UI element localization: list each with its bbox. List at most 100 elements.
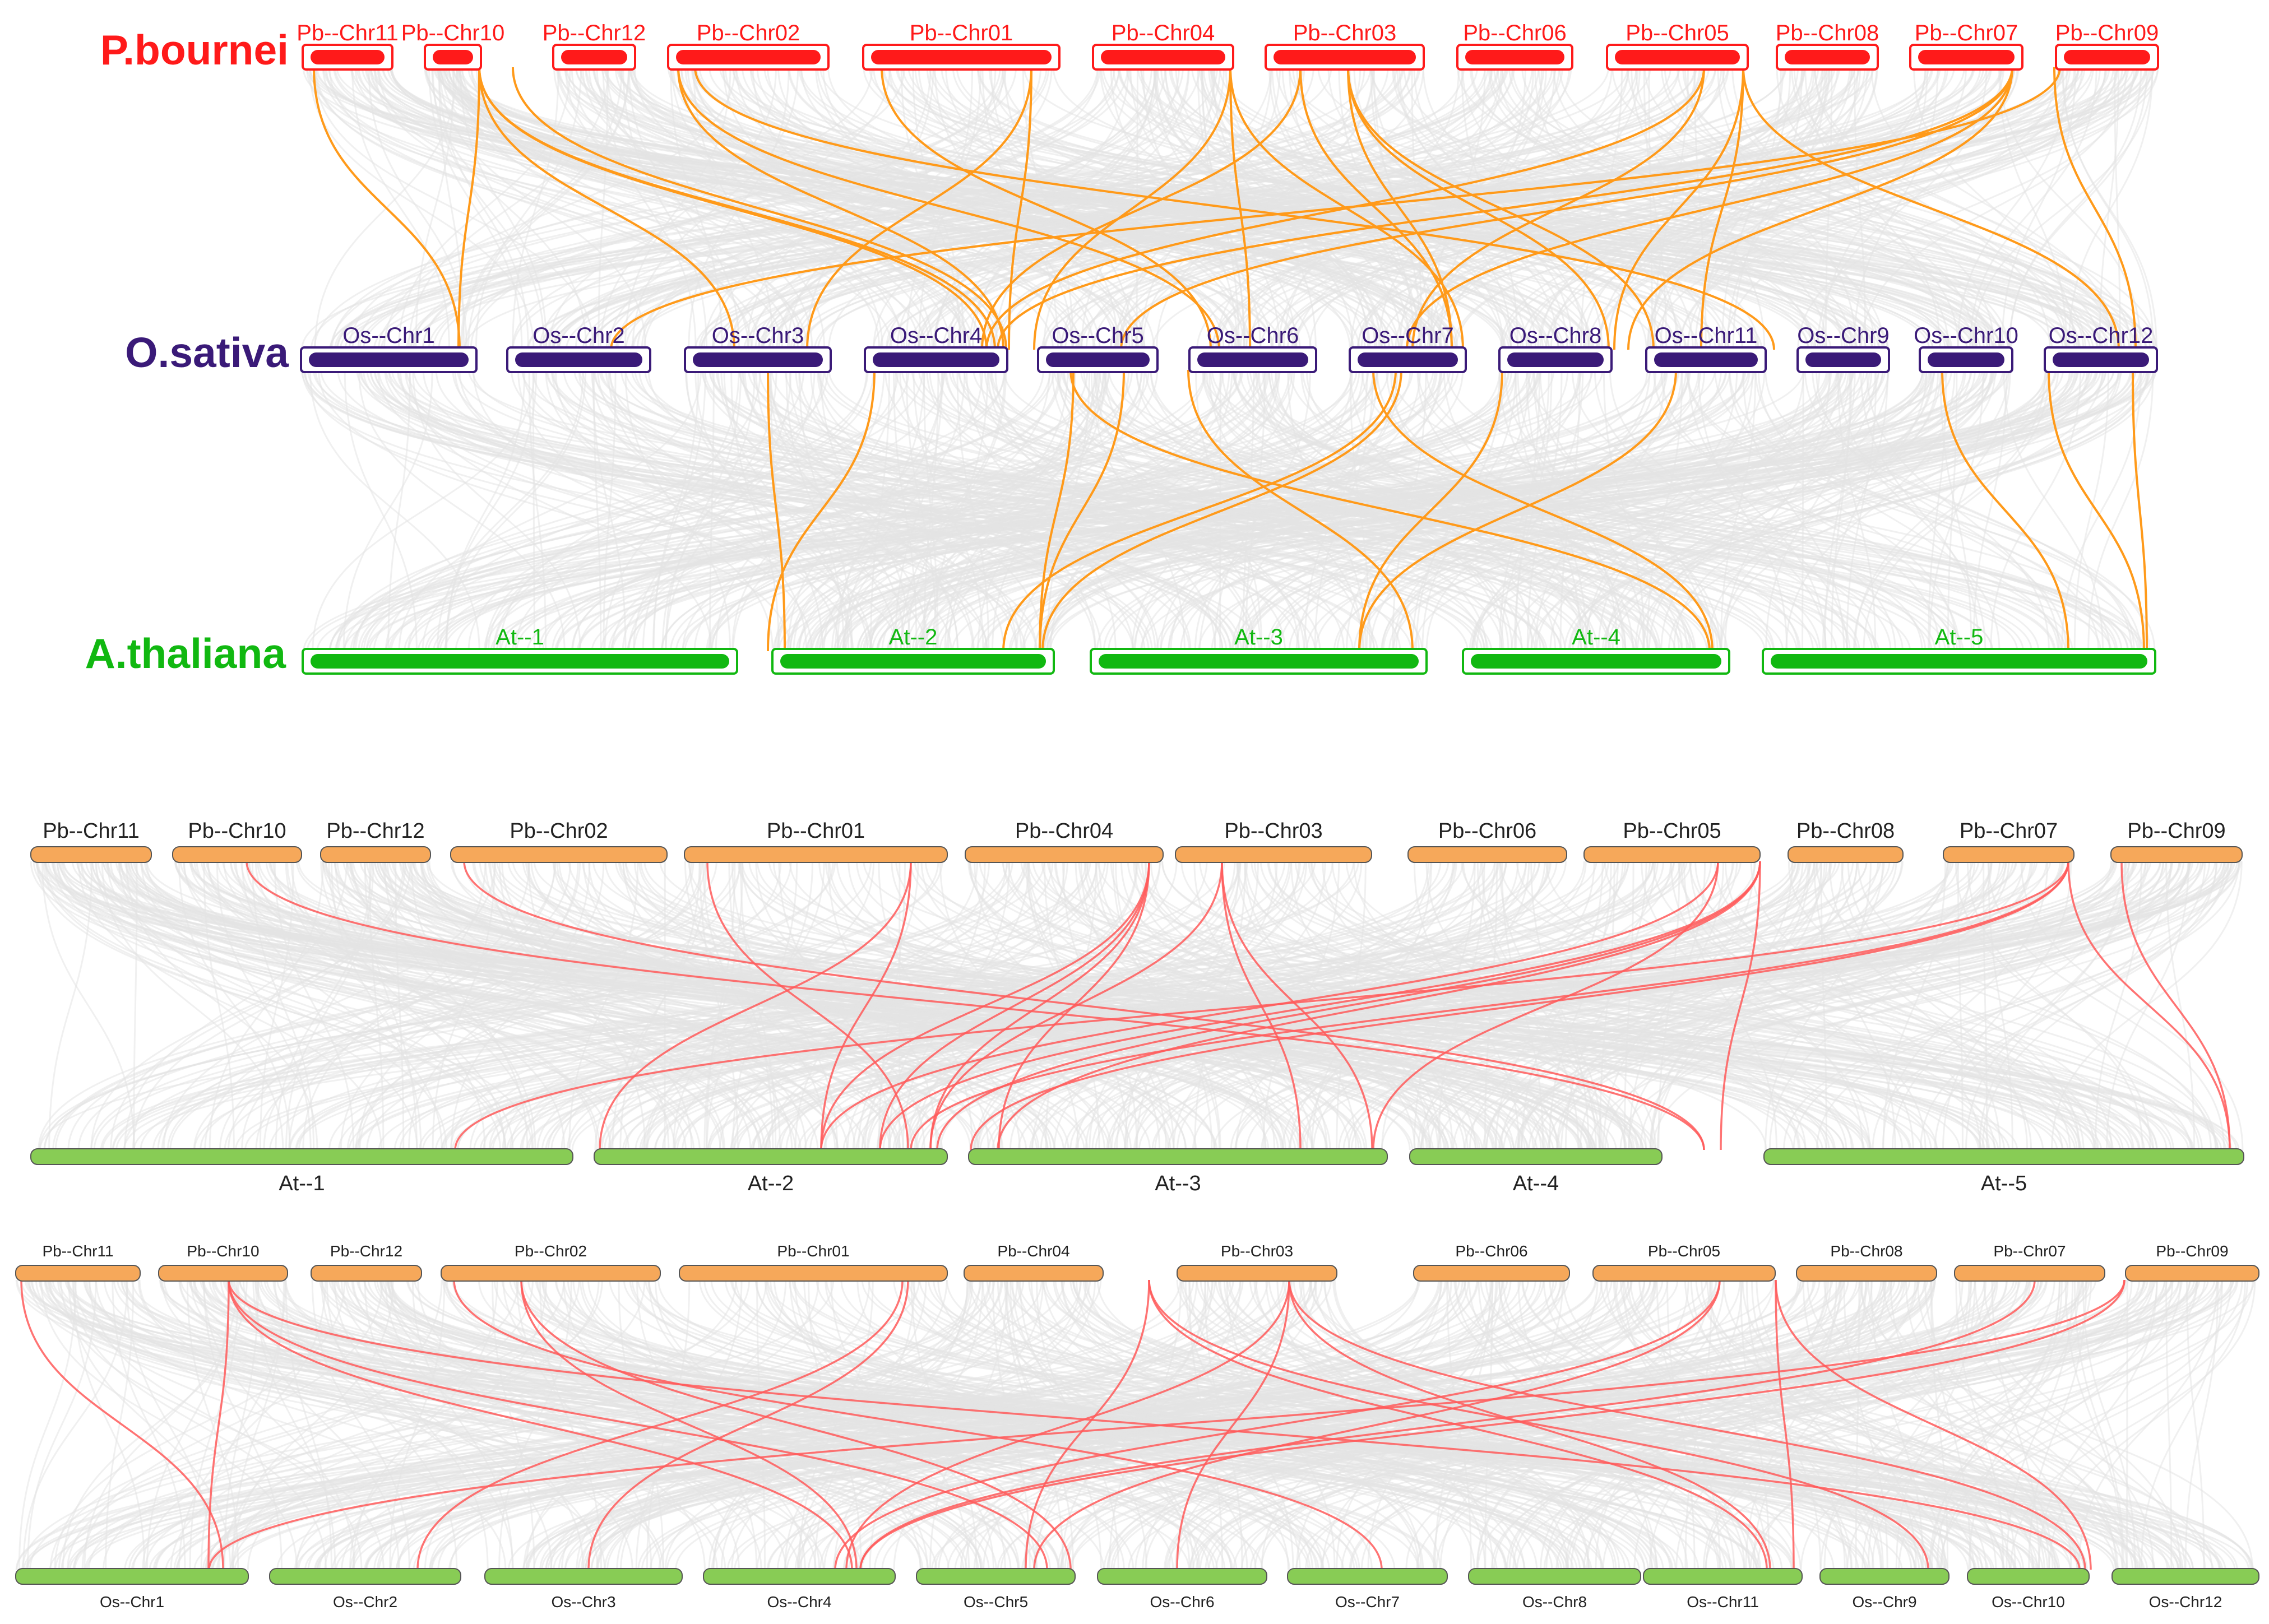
bg-link-pb-at — [222, 861, 1845, 1150]
bg-link-pb-at — [246, 861, 766, 1150]
bg-link-pb-os — [312, 67, 2067, 350]
bg-link-os-at — [490, 369, 2098, 652]
pb-chromosome: Pb--Chr01 — [862, 21, 1061, 71]
orange-link-os-at — [1002, 369, 1397, 652]
bg-link-pb-os-panel3 — [2186, 1279, 2205, 1570]
pb-chromosome-bar — [1918, 50, 2015, 64]
pb-chromosome: Pb--Chr08 — [1776, 21, 1879, 71]
at-panel2-chromosome-label: At--2 — [748, 1172, 794, 1195]
pb-chromosome-bar — [1465, 50, 1564, 64]
bg-link-pb-at — [594, 861, 875, 1150]
pb-chromosome-bar — [1785, 50, 1870, 64]
bg-link-os-at — [958, 369, 1595, 652]
bg-link-os-at — [445, 369, 538, 652]
bg-link-pb-os-panel3 — [992, 1279, 1031, 1570]
os-panel3-chromosome: Os--Chr10 — [1967, 1568, 2090, 1611]
bg-link-os-at — [377, 369, 873, 652]
bg-link-pb-os — [1793, 67, 2132, 350]
red-link-pb-os-panel3 — [859, 1279, 2126, 1570]
red-link-pb-at — [246, 861, 1705, 1150]
bg-link-pb-os — [1726, 67, 1828, 350]
bg-link-pb-os — [979, 67, 1965, 350]
os-chromosome-bar — [2053, 352, 2149, 367]
bg-link-pb-os-panel3 — [23, 1279, 1845, 1570]
pb-chromosome-label: Pb--Chr04 — [1112, 21, 1215, 45]
bg-link-pb-os-panel3 — [1517, 1279, 1653, 1570]
pb-panel2-chromosome-bar — [30, 846, 152, 863]
bg-link-pb-os-panel3 — [29, 1279, 920, 1570]
bg-link-pb-os-panel3 — [756, 1279, 766, 1570]
at-panel2-chromosome: At--4 — [1409, 1148, 1663, 1195]
at-chromosome: At--5 — [1762, 625, 2156, 675]
pb-panel3-chromosome-bar — [964, 1265, 1104, 1282]
bg-link-pb-os-panel3 — [1627, 1279, 1987, 1570]
orange-link-pb-os — [1347, 67, 1610, 350]
species-title-a-thaliana: A.thaliana — [85, 630, 287, 677]
bg-link-pb-os — [415, 67, 455, 350]
red-link-pb-os-panel3 — [207, 1279, 230, 1570]
pb-chromosome: Pb--Chr12 — [543, 21, 646, 71]
bg-link-pb-os — [526, 67, 2118, 350]
red-link-pb-os-panel3 — [587, 1279, 909, 1570]
bg-link-pb-at — [233, 861, 1300, 1150]
bg-link-pb-os — [695, 67, 1832, 350]
at-chromosome: At--4 — [1462, 625, 1730, 675]
bg-link-pb-at — [163, 861, 496, 1150]
pb-panel2-chromosome: Pb--Chr04 — [965, 819, 1164, 863]
pb-panel3-chromosome: Pb--Chr01 — [679, 1242, 948, 1282]
bg-link-pb-at — [1498, 861, 2191, 1150]
bg-link-pb-os-panel3 — [2073, 1279, 2125, 1570]
bg-link-pb-at — [1579, 861, 1809, 1150]
pb-panel3-chromosome: Pb--Chr09 — [2125, 1242, 2259, 1282]
pb-chromosome: Pb--Chr05 — [1606, 21, 1749, 71]
bg-link-pb-at — [335, 861, 534, 1150]
pb-panel2-chromosome-label: Pb--Chr12 — [326, 819, 424, 843]
pb-chromosome-label: Pb--Chr03 — [1293, 21, 1397, 45]
bg-link-pb-at — [379, 861, 2112, 1150]
bg-link-pb-os — [629, 67, 1427, 350]
pb-chromosome-label: Pb--Chr11 — [297, 21, 399, 45]
bg-link-pb-os — [929, 67, 1809, 350]
bg-link-pb-at — [355, 861, 782, 1150]
red-link-pb-at — [1221, 861, 1373, 1150]
bg-link-pb-os-panel3 — [808, 1279, 1821, 1570]
pb-panel3-chromosome-label: Pb--Chr06 — [1455, 1242, 1527, 1260]
bg-link-pb-os — [1234, 67, 1629, 350]
bg-link-os-at — [597, 369, 1017, 652]
orange-link-os-at — [1358, 369, 1677, 652]
bg-link-pb-os — [1023, 67, 2151, 350]
os-panel3-chromosome: Os--Chr7 — [1287, 1568, 1448, 1611]
bg-link-pb-at — [1656, 861, 1822, 1150]
bg-link-pb-at — [748, 861, 1865, 1150]
bg-link-pb-os-panel3 — [1000, 1279, 1936, 1570]
bg-link-pb-os — [2114, 67, 2121, 350]
os-panel3-chromosome-bar — [1097, 1568, 1267, 1585]
bg-link-pb-at — [1245, 861, 1626, 1150]
bg-link-os-at — [921, 369, 1542, 652]
os-panel3-chromosome-bar — [916, 1568, 1076, 1585]
at-panel2-chromosome-bar — [594, 1148, 948, 1165]
orange-link-os-at — [2132, 369, 2148, 652]
at-panel2-chromosome: At--3 — [968, 1148, 1388, 1195]
pb-panel2-chromosome-bar — [1175, 846, 1372, 863]
bg-link-os-at — [798, 369, 853, 652]
bg-link-pb-at — [57, 861, 802, 1150]
bg-link-pb-os — [1080, 67, 1826, 350]
bg-link-pb-os-panel3 — [84, 1279, 979, 1570]
bg-link-pb-os-panel3 — [1215, 1279, 2143, 1570]
at-chromosome-label: At--5 — [1935, 625, 1984, 649]
os-chromosome-bar — [309, 352, 469, 367]
bg-link-pb-os — [616, 67, 1201, 350]
bg-link-pb-at — [1485, 861, 1858, 1150]
bg-link-pb-at — [209, 861, 324, 1150]
bg-link-pb-os-panel3 — [2009, 1279, 2256, 1570]
os-panel3-chromosome: Os--Chr9 — [1819, 1568, 1950, 1611]
bg-link-pb-at — [1112, 861, 1213, 1150]
bg-link-os-at — [1391, 369, 1427, 652]
bg-link-pb-os — [1292, 67, 1817, 350]
bg-link-pb-os-panel3 — [595, 1279, 1323, 1570]
pb-panel3-chromosome-bar — [311, 1265, 422, 1282]
os-chromosome: Os--Chr5 — [1037, 323, 1159, 373]
bg-link-pb-os-panel3 — [154, 1279, 1597, 1570]
bg-link-pb-os-panel3 — [388, 1279, 706, 1570]
